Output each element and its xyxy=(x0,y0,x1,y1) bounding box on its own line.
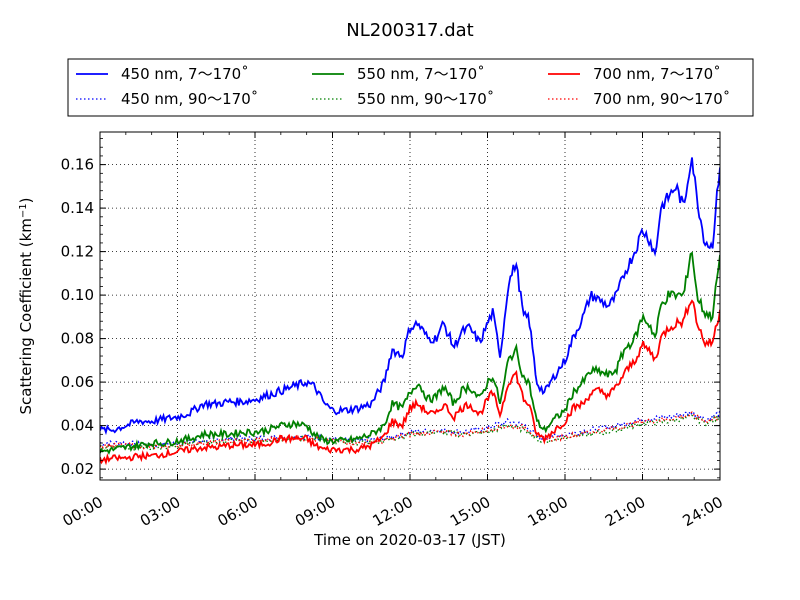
series-line xyxy=(100,409,720,448)
x-tick-label: 09:00 xyxy=(292,493,338,530)
legend-label: 450 nm, 7～170˚ xyxy=(121,65,249,83)
series-line xyxy=(100,251,720,455)
y-tick-label: 0.14 xyxy=(61,199,94,217)
x-tick-labels: 00:00 03:00 06:00 09:00 12:00 15:00 18:00 21:00… xyxy=(60,493,726,530)
y-axis-label-close: ) xyxy=(17,197,35,203)
chart-title: NL200317.dat xyxy=(346,20,473,41)
y-tick-label: 0.12 xyxy=(61,243,94,261)
y-tick-label: 0.06 xyxy=(61,373,94,391)
legend-frame xyxy=(67,58,754,117)
series-line xyxy=(100,157,720,436)
y-tick-label: 0.16 xyxy=(61,156,94,174)
y-axis-label-superscript: −1 xyxy=(18,203,29,218)
legend-label: 550 nm, 7～170˚ xyxy=(357,65,485,83)
x-tick-label: 00:00 xyxy=(60,493,106,530)
x-tick-label: 06:00 xyxy=(215,493,261,530)
y-axis-label: Scattering Coefficient (km−1) xyxy=(17,197,35,414)
series-line xyxy=(100,414,720,452)
ticks xyxy=(99,132,721,480)
x-tick-label: 21:00 xyxy=(602,493,648,530)
y-tick-label: 0.10 xyxy=(61,286,94,304)
x-tick-label: 03:00 xyxy=(137,493,183,530)
legend: 450 nm, 7～170˚ 450 nm, 90～170˚ 550 nm, 7～1… xyxy=(67,58,754,117)
series-line xyxy=(100,411,720,451)
y-tick-label: 0.08 xyxy=(61,330,94,348)
legend-label: 700 nm, 7～170˚ xyxy=(593,65,721,83)
series-group xyxy=(100,157,720,466)
y-axis-label-main: Scattering Coefficient (km xyxy=(17,218,35,414)
x-tick-label: 15:00 xyxy=(447,493,493,530)
y-tick-label: 0.04 xyxy=(61,417,94,435)
legend-label: 450 nm, 90～170˚ xyxy=(121,90,258,108)
y-tick-label: 0.02 xyxy=(61,460,94,478)
x-tick-label: 12:00 xyxy=(370,493,416,530)
x-axis-label: Time on 2020-03-17 (JST) xyxy=(313,531,506,549)
y-tick-labels: 0.02 0.04 0.06 0.08 0.10 0.12 0.14 0.16 xyxy=(61,156,94,479)
x-tick-label: 18:00 xyxy=(525,493,571,530)
grid xyxy=(100,132,720,480)
x-tick-label: 24:00 xyxy=(680,493,726,530)
series-line xyxy=(100,299,720,466)
legend-label: 550 nm, 90～170˚ xyxy=(357,90,494,108)
legend-label: 700 nm, 90～170˚ xyxy=(593,90,730,108)
